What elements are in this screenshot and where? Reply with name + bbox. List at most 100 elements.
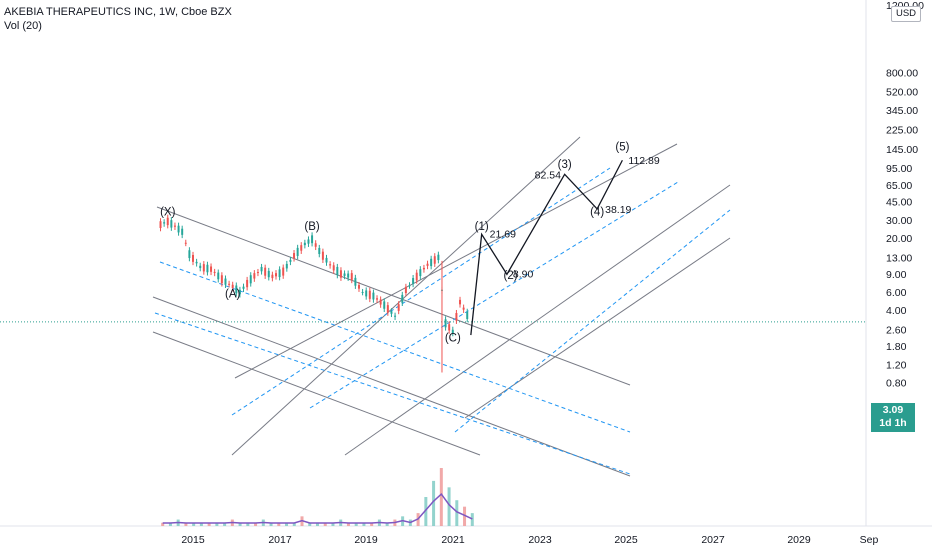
volume-bar	[323, 522, 327, 526]
candle-body	[289, 259, 292, 262]
candle-body	[260, 266, 263, 272]
candle-body	[332, 265, 335, 271]
candle-body	[163, 222, 166, 224]
projection-price-label: 8.90	[513, 268, 534, 280]
candle-body	[347, 273, 350, 278]
candle-body	[412, 278, 415, 284]
candle-body	[444, 319, 447, 328]
volume-bar	[161, 522, 165, 526]
y-tick-label: 0.80	[886, 378, 907, 390]
x-tick-label: 2015	[181, 534, 205, 546]
y-tick-label: 520.00	[886, 87, 918, 99]
candle-body	[282, 267, 285, 276]
y-tick-label: 345.00	[886, 105, 918, 117]
candle-body	[170, 220, 173, 228]
y-tick-label: 800.00	[886, 67, 918, 79]
candle-body	[228, 283, 231, 285]
y-tick-label: 30.00	[886, 215, 912, 227]
dashed-channel-line	[159, 261, 631, 433]
candle-body	[296, 247, 299, 256]
candle-body	[354, 277, 357, 286]
volume-bar	[246, 522, 250, 526]
x-tick-label: 2019	[354, 534, 378, 546]
candle-body	[274, 273, 277, 277]
candle-body	[386, 305, 389, 313]
y-tick-label: 225.00	[886, 124, 918, 136]
candle-body	[192, 254, 194, 262]
volume-bar	[285, 522, 289, 526]
candle-body	[325, 257, 328, 263]
candle-body	[235, 285, 238, 294]
volume-bar	[439, 468, 443, 526]
current-price-tag: 3.09 1d 1h	[871, 403, 915, 432]
wave-projection-path	[470, 159, 623, 336]
dashed-channel-line	[309, 181, 679, 409]
channel-line	[464, 237, 731, 419]
candle-body	[217, 272, 220, 280]
wave-label: (4)	[590, 206, 604, 218]
candle-body	[419, 269, 422, 277]
candle-body	[159, 221, 162, 229]
volume-bar	[269, 522, 273, 526]
candle-body	[343, 273, 346, 276]
candle-body	[368, 290, 371, 299]
volume-bar	[192, 522, 196, 526]
candle-body	[404, 286, 407, 294]
candle-body	[307, 239, 310, 244]
volume-bar	[199, 522, 203, 526]
candle-body	[329, 264, 332, 266]
volume-bar	[223, 522, 227, 526]
candle-body	[451, 329, 454, 334]
y-tick-label: 6.00	[886, 287, 907, 299]
volume-bar	[432, 480, 436, 526]
candle-body	[426, 263, 429, 266]
candle-body	[379, 299, 382, 305]
volume-bar	[215, 522, 219, 526]
bar-countdown: 1d 1h	[879, 417, 907, 429]
volume-bar	[254, 522, 258, 526]
candle-body	[376, 298, 379, 300]
volume-bar	[385, 522, 389, 526]
wave-label: (1)	[475, 221, 489, 233]
currency-badge[interactable]: USD	[891, 6, 921, 22]
candle-body	[336, 266, 339, 276]
wave-label: (C)	[445, 332, 461, 344]
volume-bar	[292, 522, 296, 526]
candle-body	[372, 292, 375, 300]
candle-body	[300, 245, 303, 251]
wave-label: (B)	[304, 221, 320, 233]
candle-body	[394, 315, 397, 317]
projection-price-label: 112.89	[628, 155, 659, 167]
dashed-channel-line	[454, 209, 731, 433]
candle-body	[293, 253, 296, 259]
volume-bar	[463, 506, 467, 526]
candle-body	[303, 242, 306, 246]
volume-bar	[277, 522, 281, 526]
candle-body	[455, 313, 458, 321]
projection-price-label: 82.54	[535, 169, 561, 181]
candle-body	[267, 270, 270, 278]
volume-indicator-label[interactable]: Vol (20)	[4, 20, 42, 32]
candle-body	[422, 267, 425, 270]
candle-body	[311, 235, 314, 244]
volume-ma-line	[162, 492, 473, 524]
volume-bar	[470, 513, 474, 526]
candle-body	[321, 251, 324, 260]
y-tick-label: 65.00	[886, 180, 912, 192]
candle-body	[430, 258, 433, 267]
dashed-channel-line	[154, 312, 631, 475]
wave-label: (A)	[225, 289, 241, 301]
y-tick-label: 45.00	[886, 197, 912, 209]
volume-bar	[424, 497, 428, 526]
candle-body	[357, 285, 360, 289]
volume-bar	[168, 522, 172, 526]
candle-body	[318, 247, 321, 255]
volume-bar	[455, 500, 459, 526]
symbol-title[interactable]: AKEBIA THERAPEUTICS INC, 1W, Cboe BZX	[4, 6, 232, 18]
candle-body	[448, 324, 451, 331]
y-tick-label: 145.00	[886, 144, 918, 156]
y-tick-label: 9.00	[886, 269, 907, 281]
candle-body	[365, 290, 368, 297]
